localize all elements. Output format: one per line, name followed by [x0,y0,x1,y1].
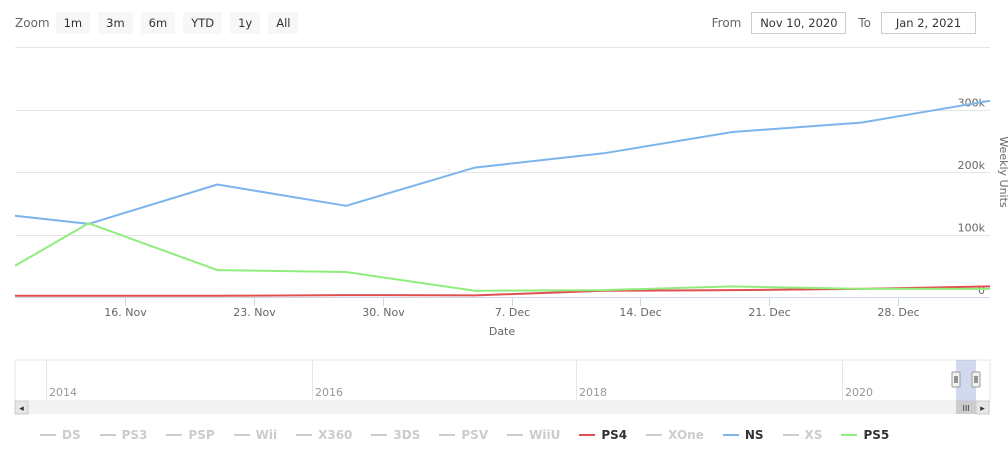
legend-label: WiiU [529,428,561,442]
y-tick-label: 0 [978,284,985,297]
legend-swatch-icon [371,434,388,436]
from-date-input[interactable]: Nov 10, 2020 [751,12,847,34]
zoom-label: Zoom [15,16,50,30]
legend-item-ds[interactable]: DS [40,428,81,442]
navigator-left-handle[interactable] [951,371,961,388]
legend-swatch-icon [296,434,313,436]
series-line-ps5[interactable] [14,222,990,292]
zoom-bar: Zoom 1m 3m 6m YTD 1y All [15,11,306,35]
legend-item-psv[interactable]: PSV [439,428,488,442]
legend-swatch-icon [99,434,116,436]
scroll-left-arrow-icon: ◂ [19,404,24,414]
legend-swatch-icon [439,434,456,436]
legend-item-x360[interactable]: X360 [296,428,352,442]
scrollbar[interactable]: ◂ III ▸ [14,400,990,415]
navigator-right-handle[interactable] [971,371,981,388]
scrollbar-track[interactable] [15,401,990,414]
x-tick-label: 16. Nov [104,306,147,319]
y-tick-label: 200k [958,159,986,172]
navigator-year-label: 2014 [49,386,77,399]
x-tick-label: 30. Nov [362,306,405,319]
legend-item-ps5[interactable]: PS5 [841,428,889,442]
legend-swatch-icon [166,434,183,436]
legend-swatch-icon [646,434,663,436]
legend-item-ns[interactable]: NS [722,428,764,442]
zoom-6m-button[interactable]: 6m [140,12,176,34]
legend-label: XS [804,428,823,442]
navigator-frame [14,359,991,402]
x-tick-label: 28. Dec [877,306,919,319]
legend-label: X360 [318,428,353,442]
date-range: From Nov 10, 2020 To Jan 2, 2021 [712,12,976,34]
scrollbar-left-button[interactable] [14,400,29,415]
legend-item-wiiu[interactable]: WiiU [507,428,560,442]
navigator-years: 2014 2016 2018 2020 [46,360,873,401]
scrollbar-right-button[interactable] [975,400,990,415]
grid-lines [15,47,990,298]
navigator-year-label: 2016 [315,386,343,399]
legend-label: PS5 [863,428,890,442]
navigator-year-label: 2020 [845,386,873,399]
from-label: From [711,16,742,30]
legend-swatch-icon [40,434,56,436]
legend-item-psp[interactable]: PSP [166,428,215,442]
legend-swatch-icon [507,434,524,436]
legend-item-3ds[interactable]: 3DS [371,428,420,442]
legend-item-wii[interactable]: Wii [233,428,278,442]
navigator-selection[interactable] [956,360,976,401]
to-date-input[interactable]: Jan 2, 2021 [881,12,976,34]
legend-swatch-icon [579,434,596,436]
legend-label: PS4 [601,428,628,442]
y-axis-label: Weekly Units [997,136,1008,208]
series-line-ps4[interactable] [15,285,991,297]
legend-label: Wii [255,428,278,442]
legend-label: DS [62,428,81,442]
zoom-all-button[interactable]: All [268,12,299,34]
scroll-right-arrow-icon: ▸ [980,404,985,414]
to-label: To [858,16,871,30]
scrollbar-thumb[interactable] [956,401,976,414]
x-tick-label: 14. Dec [619,306,661,319]
zoom-3m-button[interactable]: 3m [98,12,133,34]
legend: DS PS3 PSP Wii X360 3DS PSV WiiU PS4 XOne NS XS PS5 [40,428,908,442]
legend-label: NS [744,428,764,442]
legend-swatch-icon [841,434,858,436]
legend-item-ps4[interactable]: PS4 [579,428,627,442]
x-axis-label: Date [489,325,516,338]
navigator[interactable]: 2014 2016 2018 2020 [14,359,991,402]
legend-item-ps3[interactable]: PS3 [99,428,148,442]
legend-label: PSP [188,428,215,442]
series-group [14,99,991,297]
legend-item-xs[interactable]: XS [782,428,823,442]
zoom-ytd-button[interactable]: YTD [183,12,223,34]
legend-item-xone[interactable]: XOne [646,428,704,442]
scrollbar-grip-icon: III [962,404,969,413]
legend-swatch-icon [722,434,739,436]
zoom-1y-button[interactable]: 1y [230,12,261,34]
series-line-ns[interactable] [14,99,991,225]
y-tick-label: 100k [958,222,986,235]
legend-label: 3DS [393,428,421,442]
navigator-year-label: 2018 [579,386,607,399]
x-tick-label: 21. Dec [748,306,790,319]
zoom-1m-button[interactable]: 1m [55,12,91,34]
x-tick-label: 7. Dec [495,306,530,319]
x-axis: 16. Nov 23. Nov 30. Nov 7. Dec 14. Dec 21. De… [15,297,990,319]
legend-label: PSV [461,428,489,442]
legend-swatch-icon [782,434,799,436]
legend-label: PS3 [121,428,148,442]
legend-label: XOne [668,428,704,442]
x-tick-label: 23. Nov [233,306,276,319]
legend-swatch-icon [233,434,250,436]
